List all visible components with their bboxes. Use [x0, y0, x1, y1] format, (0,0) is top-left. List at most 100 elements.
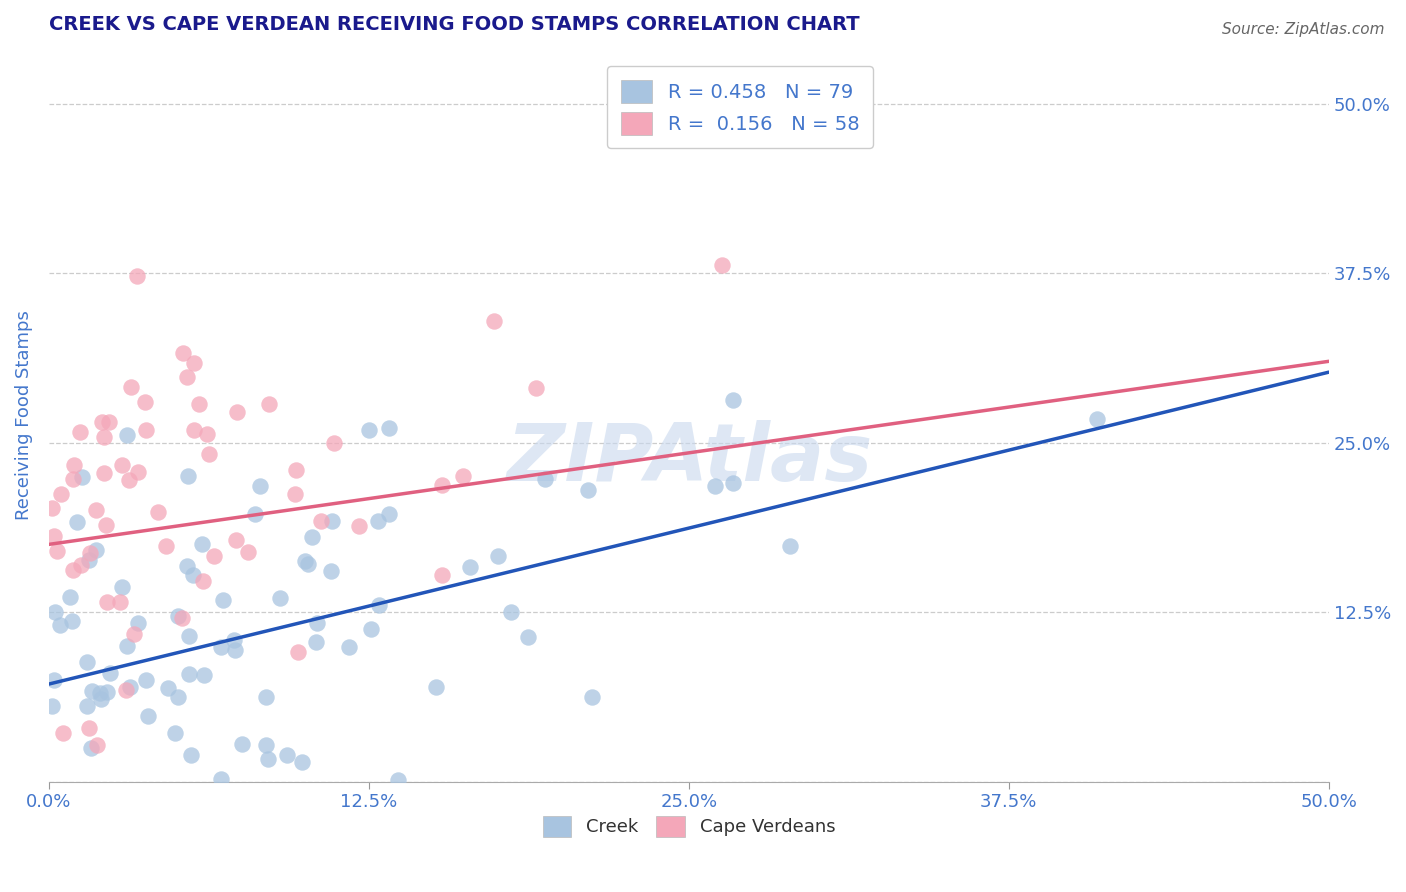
Point [183, 424, 205, 438]
Point [84, 503, 107, 517]
Point [176, 369, 198, 384]
Point [486, 549, 509, 563]
Point [226, 405, 249, 419]
Point [191, 574, 214, 588]
Point [187, 396, 209, 410]
Point [425, 680, 447, 694]
Point [77, 721, 100, 735]
Point [96, 685, 118, 699]
Point [430, 478, 453, 492]
Point [115, 427, 138, 442]
Point [91, 415, 114, 429]
Point [301, 530, 323, 544]
Point [136, 709, 159, 723]
Point [378, 508, 401, 522]
Point [44, 529, 66, 543]
Y-axis label: Receiving Food Stamps: Receiving Food Stamps [15, 310, 32, 521]
Point [176, 468, 198, 483]
Point [167, 690, 190, 704]
Point [125, 268, 148, 283]
Point [319, 564, 342, 578]
Point [367, 515, 389, 529]
Point [146, 505, 169, 519]
Point [378, 421, 401, 435]
Point [225, 533, 247, 548]
Point [77, 553, 100, 567]
Point [42, 673, 65, 688]
Point [482, 313, 505, 327]
Point [111, 580, 134, 594]
Point [779, 539, 801, 553]
Text: Source: ZipAtlas.com: Source: ZipAtlas.com [1222, 22, 1385, 37]
Point [305, 615, 328, 630]
Point [224, 642, 246, 657]
Point [156, 681, 179, 695]
Point [177, 629, 200, 643]
Point [65, 515, 87, 529]
Point [254, 690, 277, 704]
Point [243, 507, 266, 521]
Point [257, 396, 280, 410]
Point [236, 545, 259, 559]
Point [135, 673, 157, 687]
Legend: Creek, Cape Verdeans: Creek, Cape Verdeans [533, 807, 844, 846]
Point [287, 645, 309, 659]
Point [98, 665, 121, 680]
Point [284, 463, 307, 477]
Point [458, 560, 481, 574]
Point [46, 544, 69, 558]
Point [62, 563, 84, 577]
Point [69, 425, 91, 440]
Point [90, 692, 112, 706]
Point [254, 739, 277, 753]
Point [723, 475, 745, 490]
Point [703, 479, 725, 493]
Point [177, 667, 200, 681]
Point [283, 487, 305, 501]
Point [41, 699, 63, 714]
Point [269, 591, 291, 605]
Point [533, 471, 555, 485]
Point [96, 594, 118, 608]
Point [94, 518, 117, 533]
Point [63, 458, 86, 473]
Point [127, 465, 149, 479]
Point [70, 558, 93, 573]
Point [52, 726, 75, 740]
Point [86, 738, 108, 752]
Point [79, 740, 101, 755]
Point [167, 608, 190, 623]
Point [711, 258, 734, 272]
Point [172, 346, 194, 360]
Point [44, 606, 66, 620]
Point [118, 680, 141, 694]
Point [183, 356, 205, 370]
Point [209, 772, 232, 786]
Point [337, 640, 360, 654]
Point [360, 622, 382, 636]
Point [59, 590, 82, 604]
Point [276, 747, 298, 762]
Point [297, 558, 319, 572]
Point [249, 479, 271, 493]
Point [499, 605, 522, 619]
Point [111, 458, 134, 473]
Point [305, 635, 328, 649]
Point [349, 519, 371, 533]
Point [122, 627, 145, 641]
Point [294, 554, 316, 568]
Point [517, 630, 540, 644]
Point [180, 747, 202, 762]
Point [721, 392, 744, 407]
Point [76, 655, 98, 669]
Point [202, 549, 225, 563]
Point [197, 427, 219, 442]
Point [49, 618, 72, 632]
Point [89, 686, 111, 700]
Point [387, 773, 409, 788]
Point [367, 599, 389, 613]
Point [359, 423, 381, 437]
Point [115, 682, 138, 697]
Point [155, 539, 177, 553]
Point [76, 698, 98, 713]
